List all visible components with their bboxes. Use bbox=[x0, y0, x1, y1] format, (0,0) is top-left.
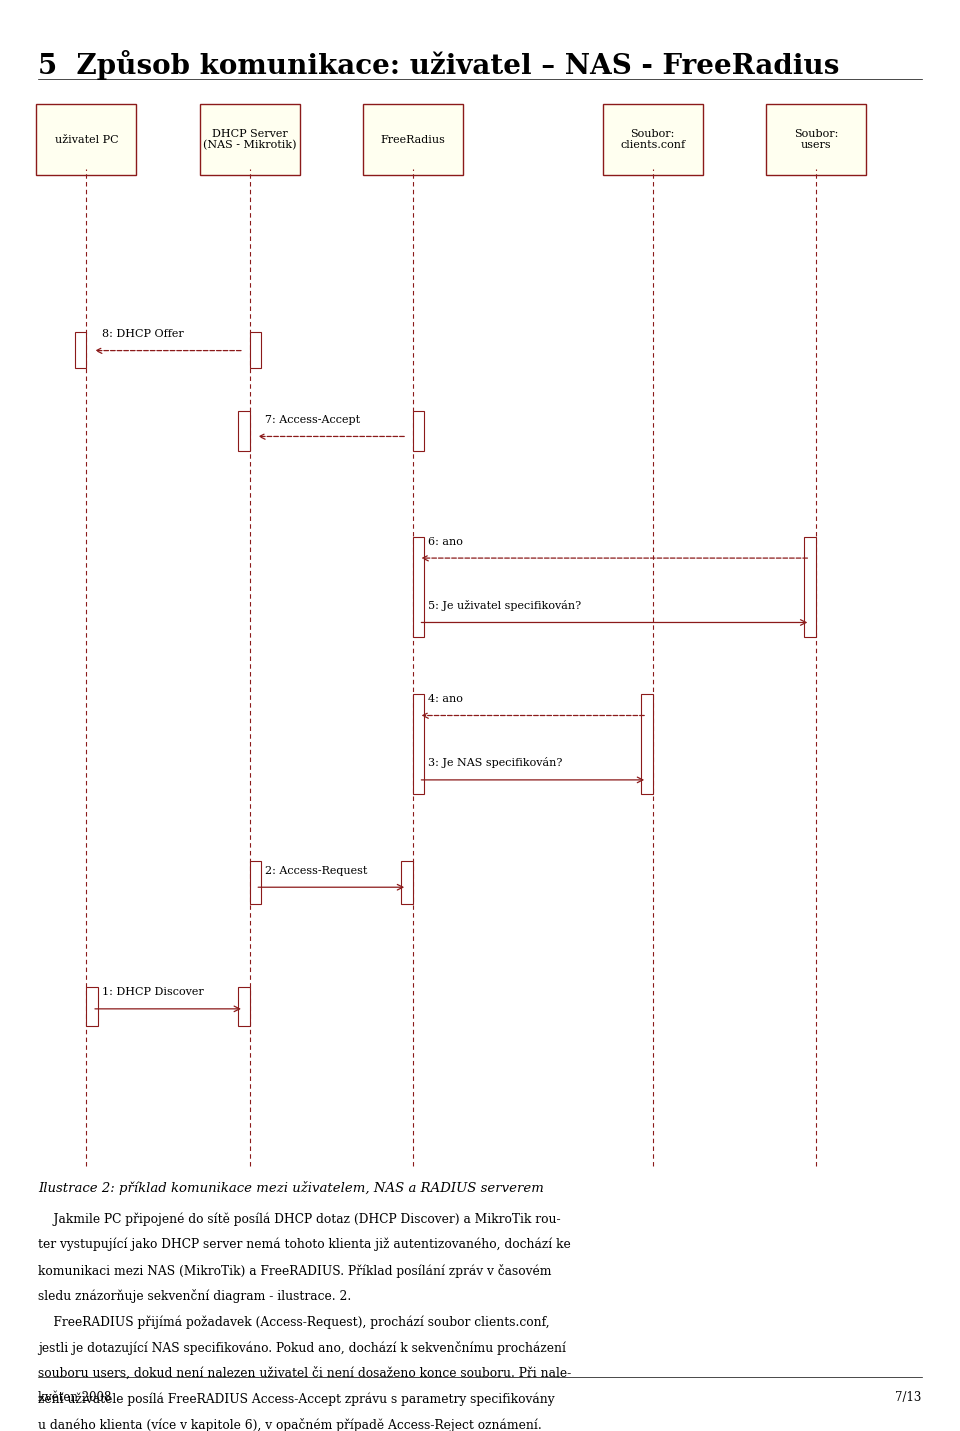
Text: FreeRadius: FreeRadius bbox=[380, 135, 445, 145]
Bar bbox=[238, 987, 250, 1026]
Text: květen 2008: květen 2008 bbox=[38, 1391, 111, 1404]
Text: 3: Je NAS specifikován?: 3: Je NAS specifikován? bbox=[428, 757, 563, 768]
Text: ter vystupující jako DHCP server nemá tohoto klienta již autentizovaného, docház: ter vystupující jako DHCP server nemá to… bbox=[38, 1238, 571, 1251]
Bar bbox=[804, 537, 816, 637]
Text: DHCP Server
(NAS - Mikrotik): DHCP Server (NAS - Mikrotik) bbox=[203, 129, 297, 150]
Text: 7/13: 7/13 bbox=[896, 1391, 922, 1404]
Bar bbox=[641, 694, 653, 794]
Bar bbox=[238, 411, 250, 451]
Bar bbox=[413, 411, 424, 451]
Text: 2: Access-Request: 2: Access-Request bbox=[265, 866, 368, 876]
Text: Ilustrace 2: příklad komunikace mezi uživatelem, NAS a RADIUS serverem: Ilustrace 2: příklad komunikace mezi uži… bbox=[38, 1181, 544, 1195]
Bar bbox=[413, 694, 424, 794]
Text: Soubor:
clients.conf: Soubor: clients.conf bbox=[620, 129, 685, 150]
Bar bbox=[250, 332, 261, 368]
FancyBboxPatch shape bbox=[603, 104, 703, 175]
Text: 7: Access-Accept: 7: Access-Accept bbox=[265, 415, 360, 425]
FancyBboxPatch shape bbox=[200, 104, 300, 175]
FancyBboxPatch shape bbox=[36, 104, 136, 175]
Text: u daného klienta (více v kapitole 6), v opačném případě Access-Reject oznámení.: u daného klienta (více v kapitole 6), v … bbox=[38, 1418, 542, 1431]
FancyBboxPatch shape bbox=[766, 104, 866, 175]
Text: souboru users, dokud není nalezen uživatel či není dosaženo konce souboru. Při n: souboru users, dokud není nalezen uživat… bbox=[38, 1367, 571, 1379]
Text: Jakmile PC připojené do sítě posílá DHCP dotaz (DHCP Discover) a MikroTik rou-: Jakmile PC připojené do sítě posílá DHCP… bbox=[38, 1212, 561, 1225]
Text: Soubor:
users: Soubor: users bbox=[794, 129, 838, 150]
FancyBboxPatch shape bbox=[363, 104, 463, 175]
Bar bbox=[86, 987, 98, 1026]
Text: jestli je dotazující NAS specifikováno. Pokud ano, dochází k sekvenčnímu procház: jestli je dotazující NAS specifikováno. … bbox=[38, 1341, 566, 1355]
Text: zení uživatele posílá FreeRADIUS Access-Accept zprávu s parametry specifikovány: zení uživatele posílá FreeRADIUS Access-… bbox=[38, 1392, 555, 1405]
Text: komunikaci mezi NAS (MikroTik) a FreeRADIUS. Příklad posílání zpráv v časovém: komunikaci mezi NAS (MikroTik) a FreeRAD… bbox=[38, 1264, 552, 1278]
Text: 6: ano: 6: ano bbox=[428, 537, 463, 547]
Text: uživatel PC: uživatel PC bbox=[55, 135, 118, 145]
Text: 4: ano: 4: ano bbox=[428, 694, 463, 704]
Bar bbox=[413, 537, 424, 637]
Text: 5: Je uživatel specifikován?: 5: Je uživatel specifikován? bbox=[428, 600, 582, 611]
Text: sledu znázorňuje sekvenční diagram - ilustrace. 2.: sledu znázorňuje sekvenční diagram - ilu… bbox=[38, 1289, 351, 1304]
Text: 5  Způsob komunikace: uživatel – NAS - FreeRadius: 5 Způsob komunikace: uživatel – NAS - Fr… bbox=[38, 50, 840, 80]
Bar bbox=[401, 861, 413, 904]
Text: FreeRADIUS přijímá požadavek (Access-Request), prochází soubor clients.conf,: FreeRADIUS přijímá požadavek (Access-Req… bbox=[38, 1315, 550, 1328]
Bar bbox=[75, 332, 86, 368]
Bar bbox=[250, 861, 261, 904]
Text: 8: DHCP Offer: 8: DHCP Offer bbox=[102, 329, 183, 339]
Text: 1: DHCP Discover: 1: DHCP Discover bbox=[102, 987, 204, 997]
